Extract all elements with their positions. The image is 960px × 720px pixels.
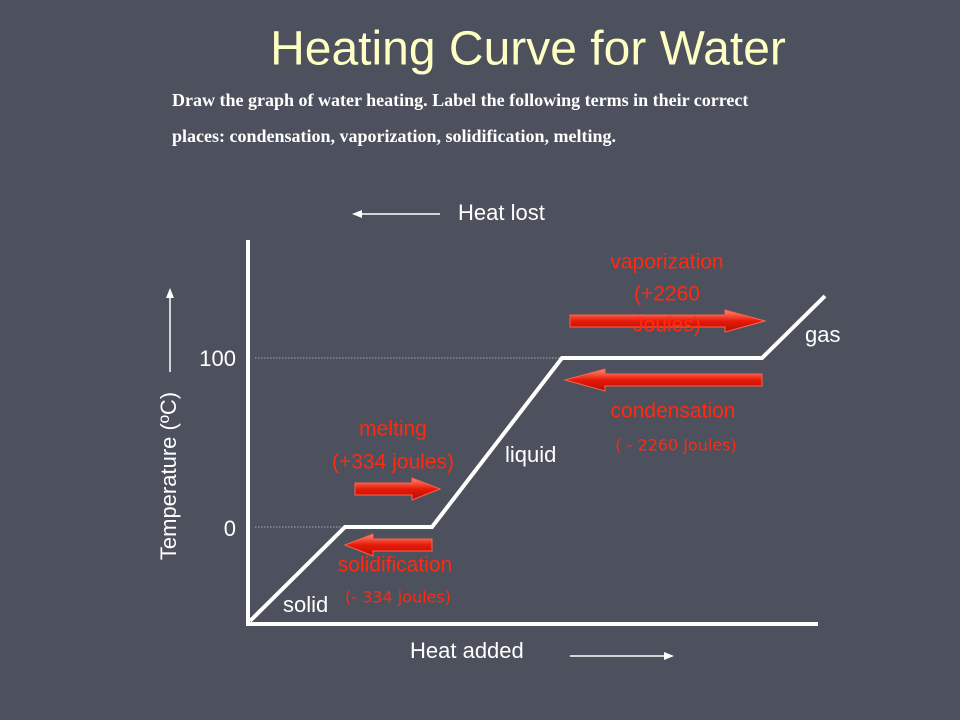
change-energy: (+2260 [634,283,700,306]
change-energy: Joules) [633,314,701,337]
phase-label: solid [283,592,328,617]
phase-label: liquid [505,442,556,467]
arrowhead [664,652,674,660]
title: Heating Curve for Water [270,23,786,76]
melting-arrow [354,477,442,501]
instructions: Draw the graph of water heating. Label t… [172,90,748,110]
arrowhead [352,210,362,218]
condensation-arrow [563,368,763,392]
y-tick-label: 100 [199,346,236,371]
y-axis-label: Temperature (ºC) [156,392,181,560]
heat-added: Heat added [410,638,524,663]
heating-curve [248,294,827,623]
change-energy: ( - 2260 Joules) [615,436,737,455]
solidification-arrow [343,533,433,557]
y-tick-label: 0 [224,516,236,541]
change-name: melting [359,418,427,441]
change-energy: (+334 joules) [332,451,454,474]
change-energy: (- 334 joules) [345,588,451,607]
arrowhead [166,288,174,298]
phase-label: gas [805,322,840,347]
instructions: places: condensation, vaporization, soli… [172,126,616,146]
vaporization-arrow [569,309,767,333]
change-name: vaporization [610,251,723,274]
change-name: condensation [611,400,736,423]
change-name: solidification [338,554,452,577]
heat-lost: Heat lost [458,200,545,225]
